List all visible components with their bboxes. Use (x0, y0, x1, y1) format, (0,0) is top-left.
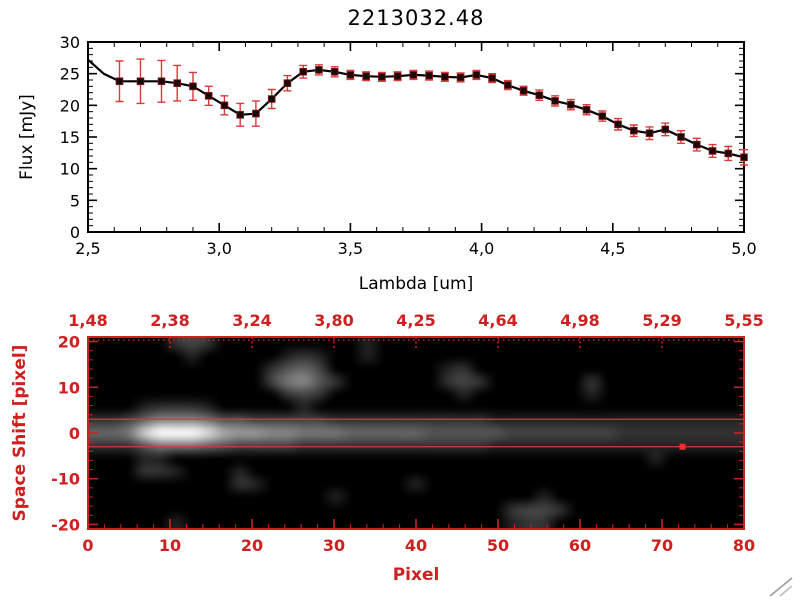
svg-text:25: 25 (60, 65, 80, 84)
image-tick-labels: 1,48 2,38 3,24 3,80 4,25 4,64 4,98 5,29 5,55 0 10 2… (51, 311, 764, 555)
svg-text:-10: -10 (51, 470, 80, 489)
svg-text:3,80: 3,80 (314, 311, 353, 330)
spectrum-tick-labels: 2,5 3,0 3,5 4,0 4,5 5,0 0 5 10 15 20 25 30 (60, 33, 757, 258)
aperture-lines (88, 418, 744, 450)
svg-text:2,38: 2,38 (150, 311, 189, 330)
svg-text:60: 60 (569, 536, 591, 555)
spectral-image (88, 337, 744, 529)
svg-text:0: 0 (70, 223, 80, 242)
lambda-axis-label: Lambda [um] (358, 274, 474, 294)
svg-text:80: 80 (733, 536, 755, 555)
svg-text:5,55: 5,55 (724, 311, 763, 330)
svg-text:4,98: 4,98 (560, 311, 599, 330)
image-axes (87, 336, 745, 530)
svg-text:20: 20 (241, 536, 263, 555)
svg-text:3,5: 3,5 (338, 239, 363, 258)
svg-text:5: 5 (70, 191, 80, 210)
svg-text:0: 0 (69, 424, 80, 443)
svg-text:20: 20 (58, 333, 80, 352)
svg-text:4,64: 4,64 (478, 311, 517, 330)
svg-text:50: 50 (487, 536, 509, 555)
svg-text:30: 30 (60, 33, 80, 52)
pixel-axis-label: Pixel (392, 565, 440, 585)
cursor-marker (679, 443, 686, 450)
svg-text:10: 10 (60, 160, 80, 179)
svg-text:5,0: 5,0 (731, 239, 756, 258)
space-shift-axis-label: Space Shift [pixel] (10, 344, 30, 522)
svg-text:3,24: 3,24 (232, 311, 271, 330)
flux-axis-label: Flux [mJy] (17, 94, 37, 180)
svg-text:4,25: 4,25 (396, 311, 435, 330)
svg-text:5,29: 5,29 (642, 311, 681, 330)
spectrum-axes (87, 41, 745, 233)
svg-text:70: 70 (651, 536, 673, 555)
svg-text:-20: -20 (51, 515, 80, 534)
plot-title: 2213032.48 (347, 6, 485, 30)
svg-text:10: 10 (159, 536, 181, 555)
svg-text:15: 15 (60, 128, 80, 147)
svg-text:30: 30 (323, 536, 345, 555)
svg-text:4,5: 4,5 (600, 239, 625, 258)
spectrum-markers (115, 66, 748, 162)
resize-grip-icon[interactable] (768, 574, 794, 598)
svg-text:4,0: 4,0 (469, 239, 494, 258)
svg-text:20: 20 (60, 96, 80, 115)
svg-text:1,48: 1,48 (68, 311, 107, 330)
svg-text:3,0: 3,0 (206, 239, 231, 258)
svg-text:2,5: 2,5 (75, 239, 100, 258)
svg-text:0: 0 (82, 536, 93, 555)
svg-text:10: 10 (58, 378, 80, 397)
svg-text:40: 40 (405, 536, 427, 555)
